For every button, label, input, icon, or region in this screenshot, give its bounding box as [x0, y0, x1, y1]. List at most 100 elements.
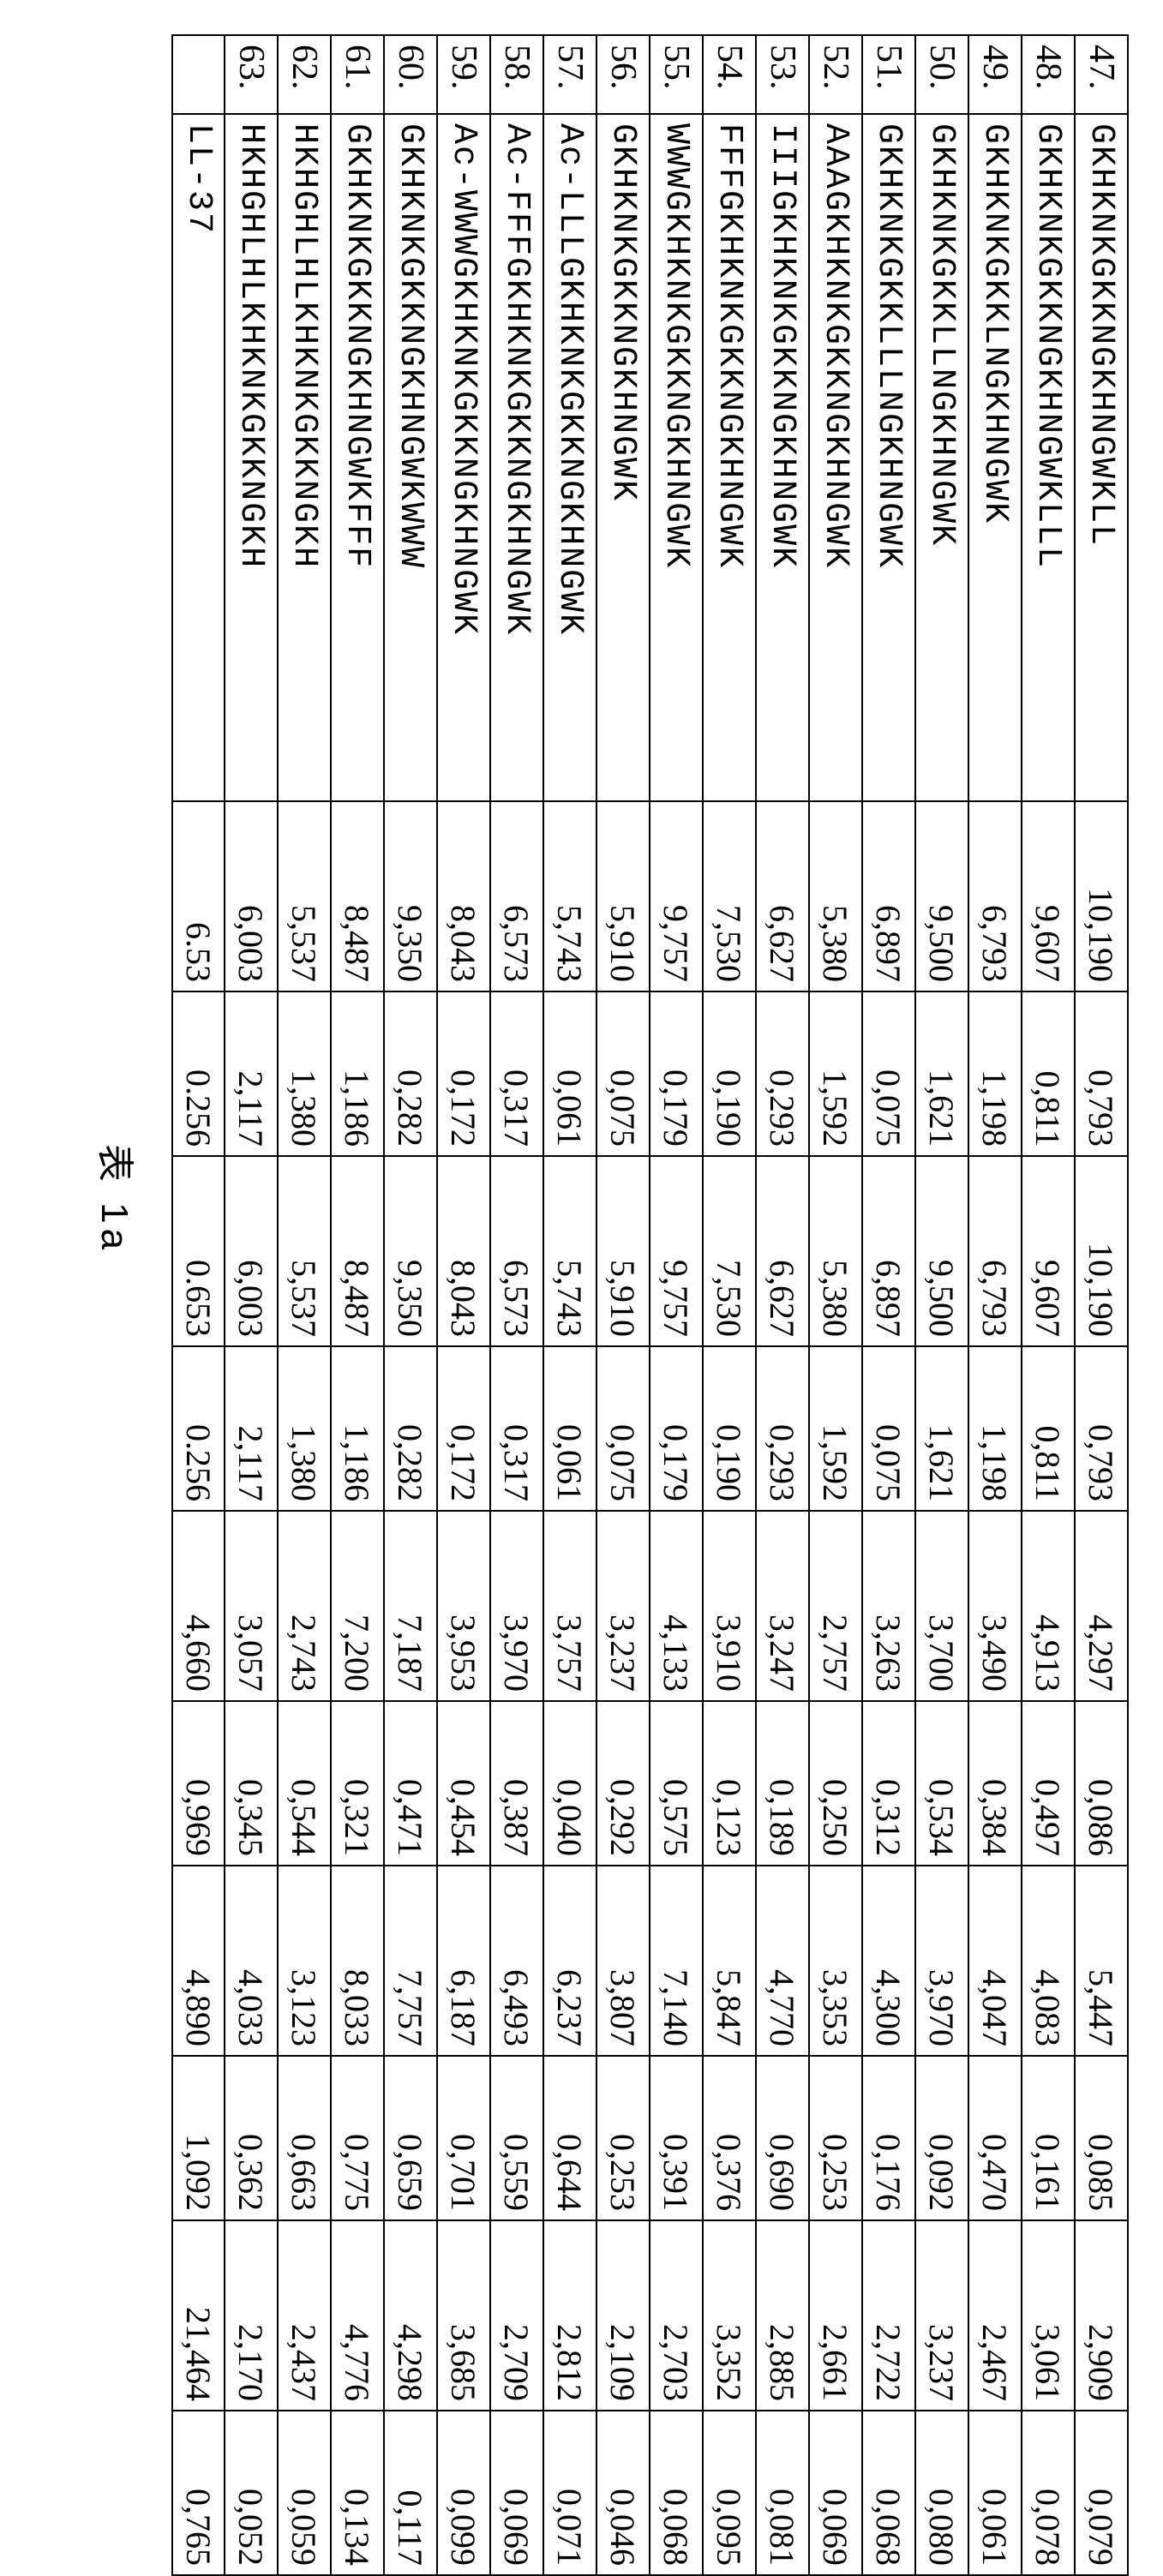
- value-cell: 1,186: [331, 1346, 384, 1511]
- table-row: 56.GKHKNKGKKNGKHNGWK5,9100,0755,9100,075…: [596, 35, 650, 2575]
- value-cell: 0,134: [331, 2411, 384, 2575]
- sequence-cell: AAAGKHKNKGKKNGKHNGWK: [809, 114, 862, 801]
- value-cell: 4,298: [384, 2220, 437, 2411]
- row-index: 52.: [809, 35, 862, 114]
- value-cell: 0,095: [703, 2411, 756, 2575]
- value-cell: 0.256: [172, 991, 225, 1156]
- row-index: 61.: [331, 35, 384, 114]
- value-cell: 8,487: [331, 1156, 384, 1346]
- value-cell: 0,387: [490, 1701, 543, 1866]
- value-cell: 0,544: [278, 1701, 331, 1866]
- value-cell: 7,187: [384, 1511, 437, 1701]
- table-row: 52.AAAGKHKNKGKKNGKHNGWK5,3801,5925,3801,…: [809, 35, 862, 2575]
- value-cell: 8,033: [331, 1866, 384, 2056]
- row-index: 54.: [703, 35, 756, 114]
- value-cell: 4,776: [331, 2220, 384, 2411]
- table-row: 50.GKHKNKGKKLLNGKHNGWK9,5001,6219,5001,6…: [915, 35, 968, 2575]
- table-caption: 表 1a: [91, 34, 146, 2364]
- value-cell: 2,661: [809, 2220, 862, 2411]
- value-cell: 0,179: [650, 1346, 703, 1511]
- value-cell: 9,350: [384, 1156, 437, 1346]
- value-cell: 0,282: [384, 991, 437, 1156]
- value-cell: 2,117: [225, 1346, 278, 1511]
- value-cell: 0,701: [437, 2056, 490, 2220]
- value-cell: 0,071: [543, 2411, 596, 2575]
- value-cell: 4,660: [172, 1511, 225, 1701]
- value-cell: 0.256: [172, 1346, 225, 1511]
- value-cell: 1,592: [809, 1346, 862, 1511]
- value-cell: 0,190: [703, 991, 756, 1156]
- value-cell: 0,317: [490, 991, 543, 1156]
- value-cell: 7,200: [331, 1511, 384, 1701]
- value-cell: 6,627: [756, 801, 809, 991]
- value-cell: 0,391: [650, 2056, 703, 2220]
- value-cell: 0,069: [809, 2411, 862, 2575]
- value-cell: 0,046: [596, 2411, 650, 2575]
- value-cell: 3,910: [703, 1511, 756, 1701]
- row-index: 60.: [384, 35, 437, 114]
- value-cell: 2,703: [650, 2220, 703, 2411]
- value-cell: 4,300: [862, 1866, 915, 2056]
- value-cell: 0,575: [650, 1701, 703, 1866]
- value-cell: 0,061: [968, 2411, 1022, 2575]
- value-cell: 4,890: [172, 1866, 225, 2056]
- value-cell: 0,172: [437, 991, 490, 1156]
- table-row: 59.Ac-WWWGKHKNKGKKNGKHNGWK8,0430,1728,04…: [437, 35, 490, 2575]
- table-row: 49.GKHKNKGKKLNGKHNGWK6,7931,1986,7931,19…: [968, 35, 1022, 2575]
- table-row: 58.Ac-FFFGKHKNKGKKNGKHNGWK6,5730,3176,57…: [490, 35, 543, 2575]
- row-index: 62.: [278, 35, 331, 114]
- value-cell: 21,464: [172, 2220, 225, 2411]
- table-row: 62.HKHGHLHLKHKNKGKKNGKH5,5371,3805,5371,…: [278, 35, 331, 2575]
- row-index: 51.: [862, 35, 915, 114]
- table-row: 60.GKHKNKGKKNGKHNGWKWWW9,3500,2829,3500,…: [384, 35, 437, 2575]
- value-cell: 0,061: [543, 1346, 596, 1511]
- table-row: 47.GKHKNKGKKNGKHNGWKLL10,1900,79310,1900…: [1075, 35, 1128, 2575]
- value-cell: 2,885: [756, 2220, 809, 2411]
- value-cell: 9,607: [1022, 801, 1075, 991]
- value-cell: 4,047: [968, 1866, 1022, 2056]
- value-cell: 8,043: [437, 1156, 490, 1346]
- row-index: 56.: [596, 35, 650, 114]
- value-cell: 9,500: [915, 801, 968, 991]
- value-cell: 0,659: [384, 2056, 437, 2220]
- value-cell: 2,437: [278, 2220, 331, 2411]
- value-cell: 0,690: [756, 2056, 809, 2220]
- value-cell: 4,033: [225, 1866, 278, 2056]
- value-cell: 0,644: [543, 2056, 596, 2220]
- value-cell: 6,493: [490, 1866, 543, 2056]
- value-cell: 0,075: [596, 1346, 650, 1511]
- data-table: 47.GKHKNKGKKNGKHNGWKLL10,1900,79310,1900…: [171, 34, 1129, 2576]
- value-cell: 3,757: [543, 1511, 596, 1701]
- value-cell: 7,757: [384, 1866, 437, 2056]
- value-cell: 0,075: [596, 991, 650, 1156]
- sequence-cell: LL-37: [172, 114, 225, 801]
- value-cell: 3,490: [968, 1511, 1022, 1701]
- value-cell: 2,812: [543, 2220, 596, 2411]
- value-cell: 5,537: [278, 801, 331, 991]
- value-cell: 8,487: [331, 801, 384, 991]
- value-cell: 1,621: [915, 1346, 968, 1511]
- value-cell: 7,530: [703, 1156, 756, 1346]
- value-cell: 0,069: [490, 2411, 543, 2575]
- value-cell: 0,040: [543, 1701, 596, 1866]
- value-cell: 0,061: [543, 991, 596, 1156]
- value-cell: 3,057: [225, 1511, 278, 1701]
- value-cell: 2,909: [1075, 2220, 1128, 2411]
- value-cell: 0,969: [172, 1701, 225, 1866]
- value-cell: 6,237: [543, 1866, 596, 2056]
- value-cell: 1,092: [172, 2056, 225, 2220]
- value-cell: 0,085: [1075, 2056, 1128, 2220]
- value-cell: 10,190: [1075, 801, 1128, 991]
- value-cell: 3,237: [915, 2220, 968, 2411]
- value-cell: 0,080: [915, 2411, 968, 2575]
- row-index: 48.: [1022, 35, 1075, 114]
- value-cell: 0,321: [331, 1701, 384, 1866]
- value-cell: 5,847: [703, 1866, 756, 2056]
- value-cell: 0,161: [1022, 2056, 1075, 2220]
- value-cell: 0,250: [809, 1701, 862, 1866]
- value-cell: 6,627: [756, 1156, 809, 1346]
- value-cell: 10,190: [1075, 1156, 1128, 1346]
- value-cell: 0,282: [384, 1346, 437, 1511]
- value-cell: 0,176: [862, 2056, 915, 2220]
- value-cell: 4,083: [1022, 1866, 1075, 2056]
